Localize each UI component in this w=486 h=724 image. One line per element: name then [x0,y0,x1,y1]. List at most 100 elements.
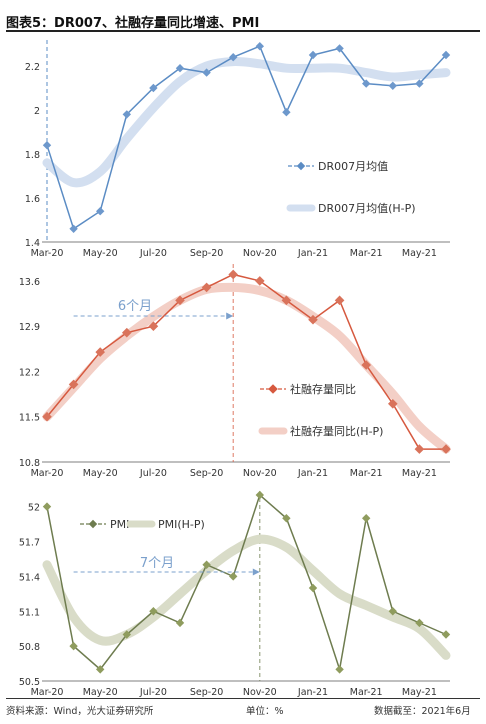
pmi-data-point [122,630,131,639]
dr007-xtick-label: Nov-20 [243,248,277,259]
pmi-xtick-label: Nov-20 [243,687,277,698]
pmi-data-point [308,583,318,593]
tsf-xtick-label: Sep-20 [190,468,223,479]
dr007-xtick-label: Mar-20 [31,248,64,259]
dr007-data-point [255,42,264,51]
legend-tsf-hp-label: 社融存量同比(H-P) [290,424,383,438]
tsf-data-point [361,360,372,370]
pmi-xtick-label: Mar-20 [31,687,64,698]
tsf-xtick-label: Jul-20 [139,468,167,479]
tsf-data-point [228,269,239,280]
pmi-ytick-label: 51.1 [19,607,40,618]
legend-pmi-hp: PMI(H-P) [126,518,205,531]
tsf-ytick-label: 12.2 [19,367,40,378]
dr007-data-point [388,81,397,90]
pmi-ytick-label: 51.4 [19,572,40,583]
dr007-ytick-label: 1.4 [25,238,40,249]
dr007-xtick-label: Jan-21 [297,248,328,259]
pmi-data-point [441,630,451,639]
source-note: 资料来源：Wind，光大证券研究所 [6,706,154,717]
pmi-data-point [282,514,291,523]
tsf-xtick-label: May-21 [402,468,437,479]
tsf-xtick-label: May-20 [83,468,118,479]
tsf-series-line [46,273,446,450]
dr007-data-point [415,79,424,88]
unit-note: 单位：% [246,706,284,717]
dr007-data-point [69,224,78,233]
dr007-ytick-label: 2 [34,106,40,117]
legend-tsf-swatch-marker [268,384,278,394]
tsf-ytick-label: 12.9 [19,322,40,333]
lag-annotation-6-months: 6个月 [73,299,234,320]
pmi-data-point [69,641,78,651]
pmi-data-point [42,502,52,511]
tsf-data-point [95,347,106,357]
dr007-data-point [122,110,131,119]
dr007-data-point [175,64,185,73]
dr007-data-point [42,141,52,150]
dr007-ytick-label: 1.8 [25,150,40,161]
pmi-ytick-label: 52 [28,503,40,514]
pmi-series-line [46,493,447,671]
pmi-xtick-label: Jan-21 [297,687,328,698]
dr007-data-point [282,108,291,117]
tsf-data-point [148,321,159,332]
pmi-xtick-label: Jul-20 [139,687,167,698]
pmi-xtick-label: May-20 [83,687,118,698]
pmi-xtick-label: Mar-21 [350,687,383,698]
dr007-data-point [229,53,238,62]
pmi-data-point [335,665,344,674]
pmi-xtick-label: May-21 [402,687,437,698]
date-note: 数据截至：2021年6月 [374,706,471,717]
lag-annotation-7-months-arrowhead [252,568,260,576]
legend-tsf: 社融存量同比 [260,382,356,396]
legend-dr007-hp-label: DR007月均值(H-P) [318,202,416,215]
tsf-xtick-label: Mar-20 [31,468,64,479]
pmi-ytick-label: 50.8 [19,642,40,653]
pmi-data-point [415,618,424,628]
legend-pmi-swatch-marker [88,519,98,529]
lag-annotation-6-months-arrowhead [226,312,234,320]
tsf-data-point [334,295,345,306]
dr007-data-point [362,79,371,88]
legend-dr007-label: DR007月均值 [318,160,388,173]
figure-title: 图表5：DR007、社融存量同比增速、PMI [6,16,260,31]
pmi-data-point [229,572,238,581]
pmi-ytick-label: 50.5 [19,677,40,688]
lag-annotation-7-months-label: 7个月 [140,556,174,571]
dr007-data-point [149,83,158,93]
dr007-xtick-label: Mar-21 [350,248,383,259]
pmi-data-point [255,490,264,500]
dr007-data-point [202,68,211,77]
dr007-data-point [335,44,344,53]
tsf-xtick-label: Mar-21 [350,468,383,479]
legend-pmi-label: PMI [110,518,129,531]
dr007-xtick-label: Jul-20 [139,248,167,259]
dr007-data-point [441,50,451,60]
tsf-data-point [281,295,292,306]
pmi-ytick-label: 51.7 [19,538,40,549]
legend-dr007-hp: DR007月均值(H-P) [286,202,416,215]
tsf-data-point [414,444,425,454]
dr007-xtick-label: Sep-20 [190,248,223,259]
tsf-ytick-label: 11.5 [19,413,40,424]
tsf-data-point [441,444,451,454]
pmi-hp-trend-line [42,534,451,660]
dr007-xtick-label: May-21 [402,248,437,259]
dr007-ytick-label: 1.6 [25,194,40,205]
tsf-ytick-label: 10.8 [19,458,40,469]
title-rule [6,30,480,32]
pmi-data-point [362,514,371,523]
dr007-data-point [308,50,318,60]
pmi-data-point [149,607,158,616]
dr007-series-line [46,45,447,230]
tsf-data-point [175,295,185,306]
legend-dr007-swatch-marker [296,161,306,171]
lag-annotation-6-months-label: 6个月 [118,299,152,314]
tsf-xtick-label: Nov-20 [243,468,277,479]
legend-tsf-label: 社融存量同比 [290,382,356,396]
